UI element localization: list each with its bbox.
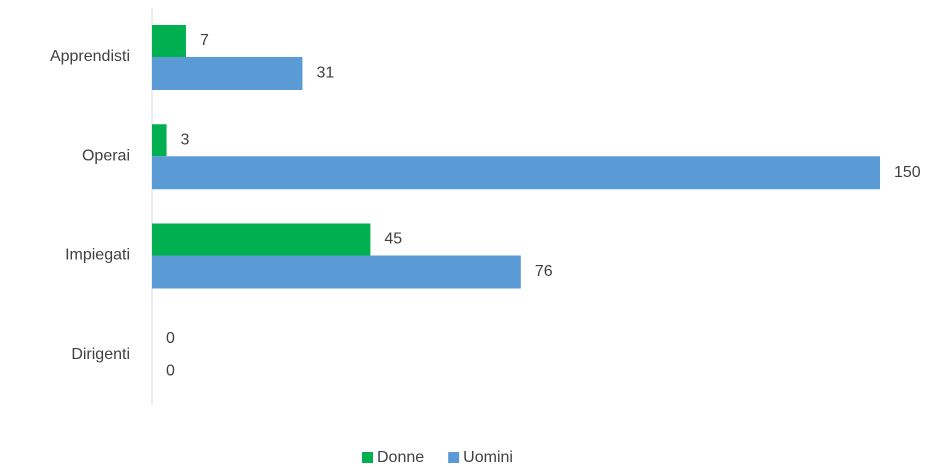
y-tick-label: Impiegati bbox=[65, 247, 130, 264]
legend-label: Donne bbox=[377, 449, 424, 466]
legend-swatch bbox=[362, 452, 373, 463]
data-label: 150 bbox=[894, 164, 921, 181]
data-label: 45 bbox=[384, 231, 402, 248]
bar bbox=[152, 255, 521, 289]
data-label: 0 bbox=[166, 362, 175, 379]
data-label: 7 bbox=[200, 32, 209, 49]
bar bbox=[152, 223, 371, 256]
data-label: 3 bbox=[181, 131, 190, 148]
data-label: 31 bbox=[316, 65, 334, 82]
y-tick-label: Apprendisti bbox=[50, 48, 130, 65]
bar bbox=[152, 25, 186, 57]
y-tick-label: Dirigenti bbox=[71, 346, 130, 363]
data-label: 76 bbox=[535, 263, 553, 280]
legend-swatch bbox=[448, 452, 460, 463]
y-tick-label: Operai bbox=[82, 147, 130, 164]
bar bbox=[152, 57, 303, 90]
data-label: 0 bbox=[166, 330, 175, 347]
legend-label: Uomini bbox=[463, 449, 513, 466]
bar bbox=[152, 156, 880, 190]
bar bbox=[152, 124, 167, 157]
